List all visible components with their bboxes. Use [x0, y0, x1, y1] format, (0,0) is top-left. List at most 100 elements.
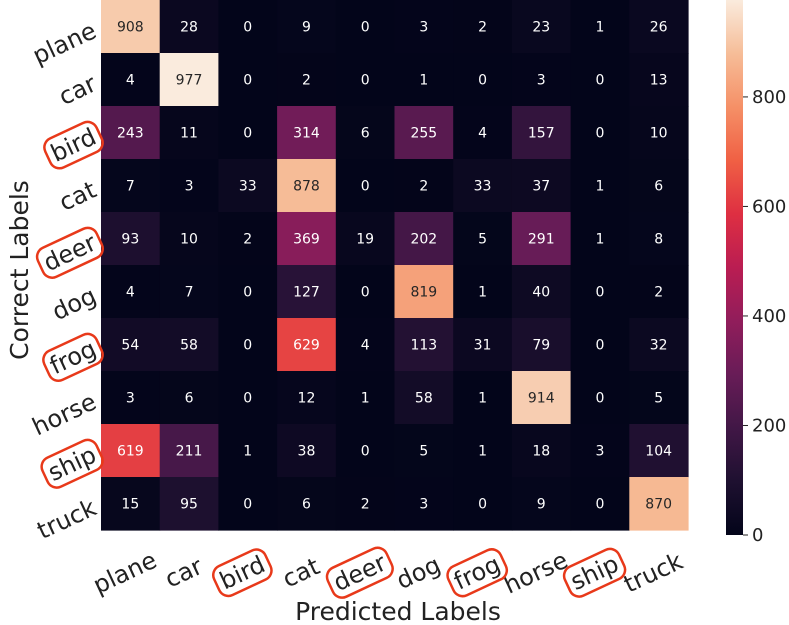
heatmap-cell: [218, 159, 278, 213]
heatmap-cell-value: 113: [410, 338, 437, 354]
x-tick-label-frog: frog: [450, 550, 505, 596]
y-tick-label-cat: cat: [55, 176, 101, 217]
heatmap-cell: [218, 318, 278, 372]
heatmap-cell: [394, 0, 454, 54]
heatmap-cell: [629, 265, 689, 319]
heatmap-cell-value: 0: [243, 20, 252, 36]
heatmap-cell: [453, 159, 513, 213]
heatmap-cell-value: 369: [293, 232, 320, 248]
heatmap-cell-value: 11: [180, 126, 198, 142]
x-axis-title: Predicted Labels: [295, 597, 501, 625]
heatmap-cell: [277, 106, 337, 160]
heatmap-cell: [453, 477, 513, 531]
heatmap-cell-value: 26: [650, 20, 668, 36]
highlight-box-y-deer: [35, 226, 104, 279]
heatmap-cell: [101, 159, 161, 213]
heatmap-cell: [277, 477, 337, 531]
heatmap-cell-value: 10: [650, 126, 668, 142]
heatmap-cell: [570, 159, 630, 213]
heatmap-cell-value: 8: [654, 232, 663, 248]
heatmap-cell: [511, 0, 572, 54]
heatmap-cell-value: 58: [180, 338, 198, 354]
heatmap-cell-value: 0: [243, 126, 252, 142]
heatmap-cell-value: 0: [361, 444, 370, 460]
heatmap-cell: [159, 318, 219, 372]
heatmap-cell-value: 0: [361, 179, 370, 195]
heatmap-cells: [101, 0, 689, 531]
heatmap-cell: [277, 0, 337, 54]
heatmap-cell: [101, 265, 161, 319]
heatmap-cell: [394, 159, 454, 213]
heatmap-cell: [394, 371, 454, 425]
heatmap-cell-value: 3: [419, 497, 428, 513]
colorbar-ticks: 0 200 400 600 800: [743, 87, 786, 546]
heatmap-cell-value: 2: [654, 285, 663, 301]
heatmap-cell-value: 6: [654, 179, 663, 195]
heatmap-cell: [394, 318, 454, 372]
heatmap-cell-value: 2: [419, 179, 428, 195]
highlight-box-y-frog: [42, 332, 104, 382]
heatmap-cell: [218, 106, 278, 160]
heatmap-cell-value: 127: [293, 285, 320, 301]
heatmap-cell: [453, 424, 513, 478]
heatmap-cell: [159, 265, 219, 319]
heatmap-cell-value: 0: [243, 285, 252, 301]
heatmap-cell: [453, 265, 513, 319]
heatmap-cell: [159, 371, 219, 425]
highlight-box-x-ship: [562, 547, 627, 598]
heatmap-cell: [629, 106, 689, 160]
heatmap-cell: [218, 53, 278, 107]
heatmap-cell: [629, 53, 689, 107]
heatmap-cell: [394, 212, 454, 266]
heatmap-cell: [218, 477, 278, 531]
heatmap-cell-value: 1: [595, 20, 604, 36]
highlight-box-y-ship: [40, 438, 104, 489]
heatmap-cell-value: 6: [302, 497, 311, 513]
heatmap-cell-value: 0: [243, 338, 252, 354]
heatmap-cell-value: 4: [126, 285, 135, 301]
heatmap-cell-value: 0: [595, 497, 604, 513]
heatmap-cell: [335, 265, 396, 319]
heatmap-cell: [570, 424, 630, 478]
heatmap-cell: [335, 53, 396, 107]
heatmap-cell: [101, 106, 161, 160]
heatmap-cell: [277, 318, 337, 372]
heatmap-cell: [335, 0, 396, 54]
heatmap-cell-value: 54: [121, 338, 139, 354]
heatmap-cell-value: 37: [532, 179, 550, 195]
heatmap-cell: [394, 106, 454, 160]
heatmap-cell: [629, 424, 689, 478]
heatmap-cell: [277, 53, 337, 107]
heatmap-cell: [159, 106, 219, 160]
heatmap-cell: [394, 265, 454, 319]
heatmap-cell-value: 7: [126, 179, 135, 195]
heatmap-cell-value: 7: [185, 285, 194, 301]
heatmap-cell-value: 4: [478, 126, 487, 142]
heatmap-cell: [629, 212, 689, 266]
heatmap-cell-value: 0: [361, 73, 370, 89]
heatmap-cell-value: 6: [185, 391, 194, 407]
heatmap-cell: [101, 424, 161, 478]
heatmap-cell-value: 10: [180, 232, 198, 248]
heatmap-cell-value: 28: [180, 20, 198, 36]
heatmap-cell: [394, 477, 454, 531]
heatmap-cell-value: 255: [410, 126, 437, 142]
heatmap-cell: [511, 318, 572, 372]
heatmap-cell-value: 9: [302, 20, 311, 36]
heatmap-cell-value: 3: [537, 73, 546, 89]
y-tick-label-ship: ship: [44, 441, 101, 487]
heatmap-cell: [570, 0, 630, 54]
heatmap-cell-value: 5: [654, 391, 663, 407]
heatmap-cell: [511, 159, 572, 213]
x-tick-label-horse: horse: [500, 546, 573, 600]
heatmap-cell-value: 1: [478, 444, 487, 460]
heatmap-cell-value: 2: [361, 497, 370, 513]
heatmap-cell: [335, 477, 396, 531]
heatmap-cell-value: 4: [126, 73, 135, 89]
heatmap-cell-value: 0: [243, 497, 252, 513]
heatmap-cell: [159, 0, 219, 54]
heatmap-cell: [159, 53, 219, 107]
heatmap-cell: [570, 53, 630, 107]
